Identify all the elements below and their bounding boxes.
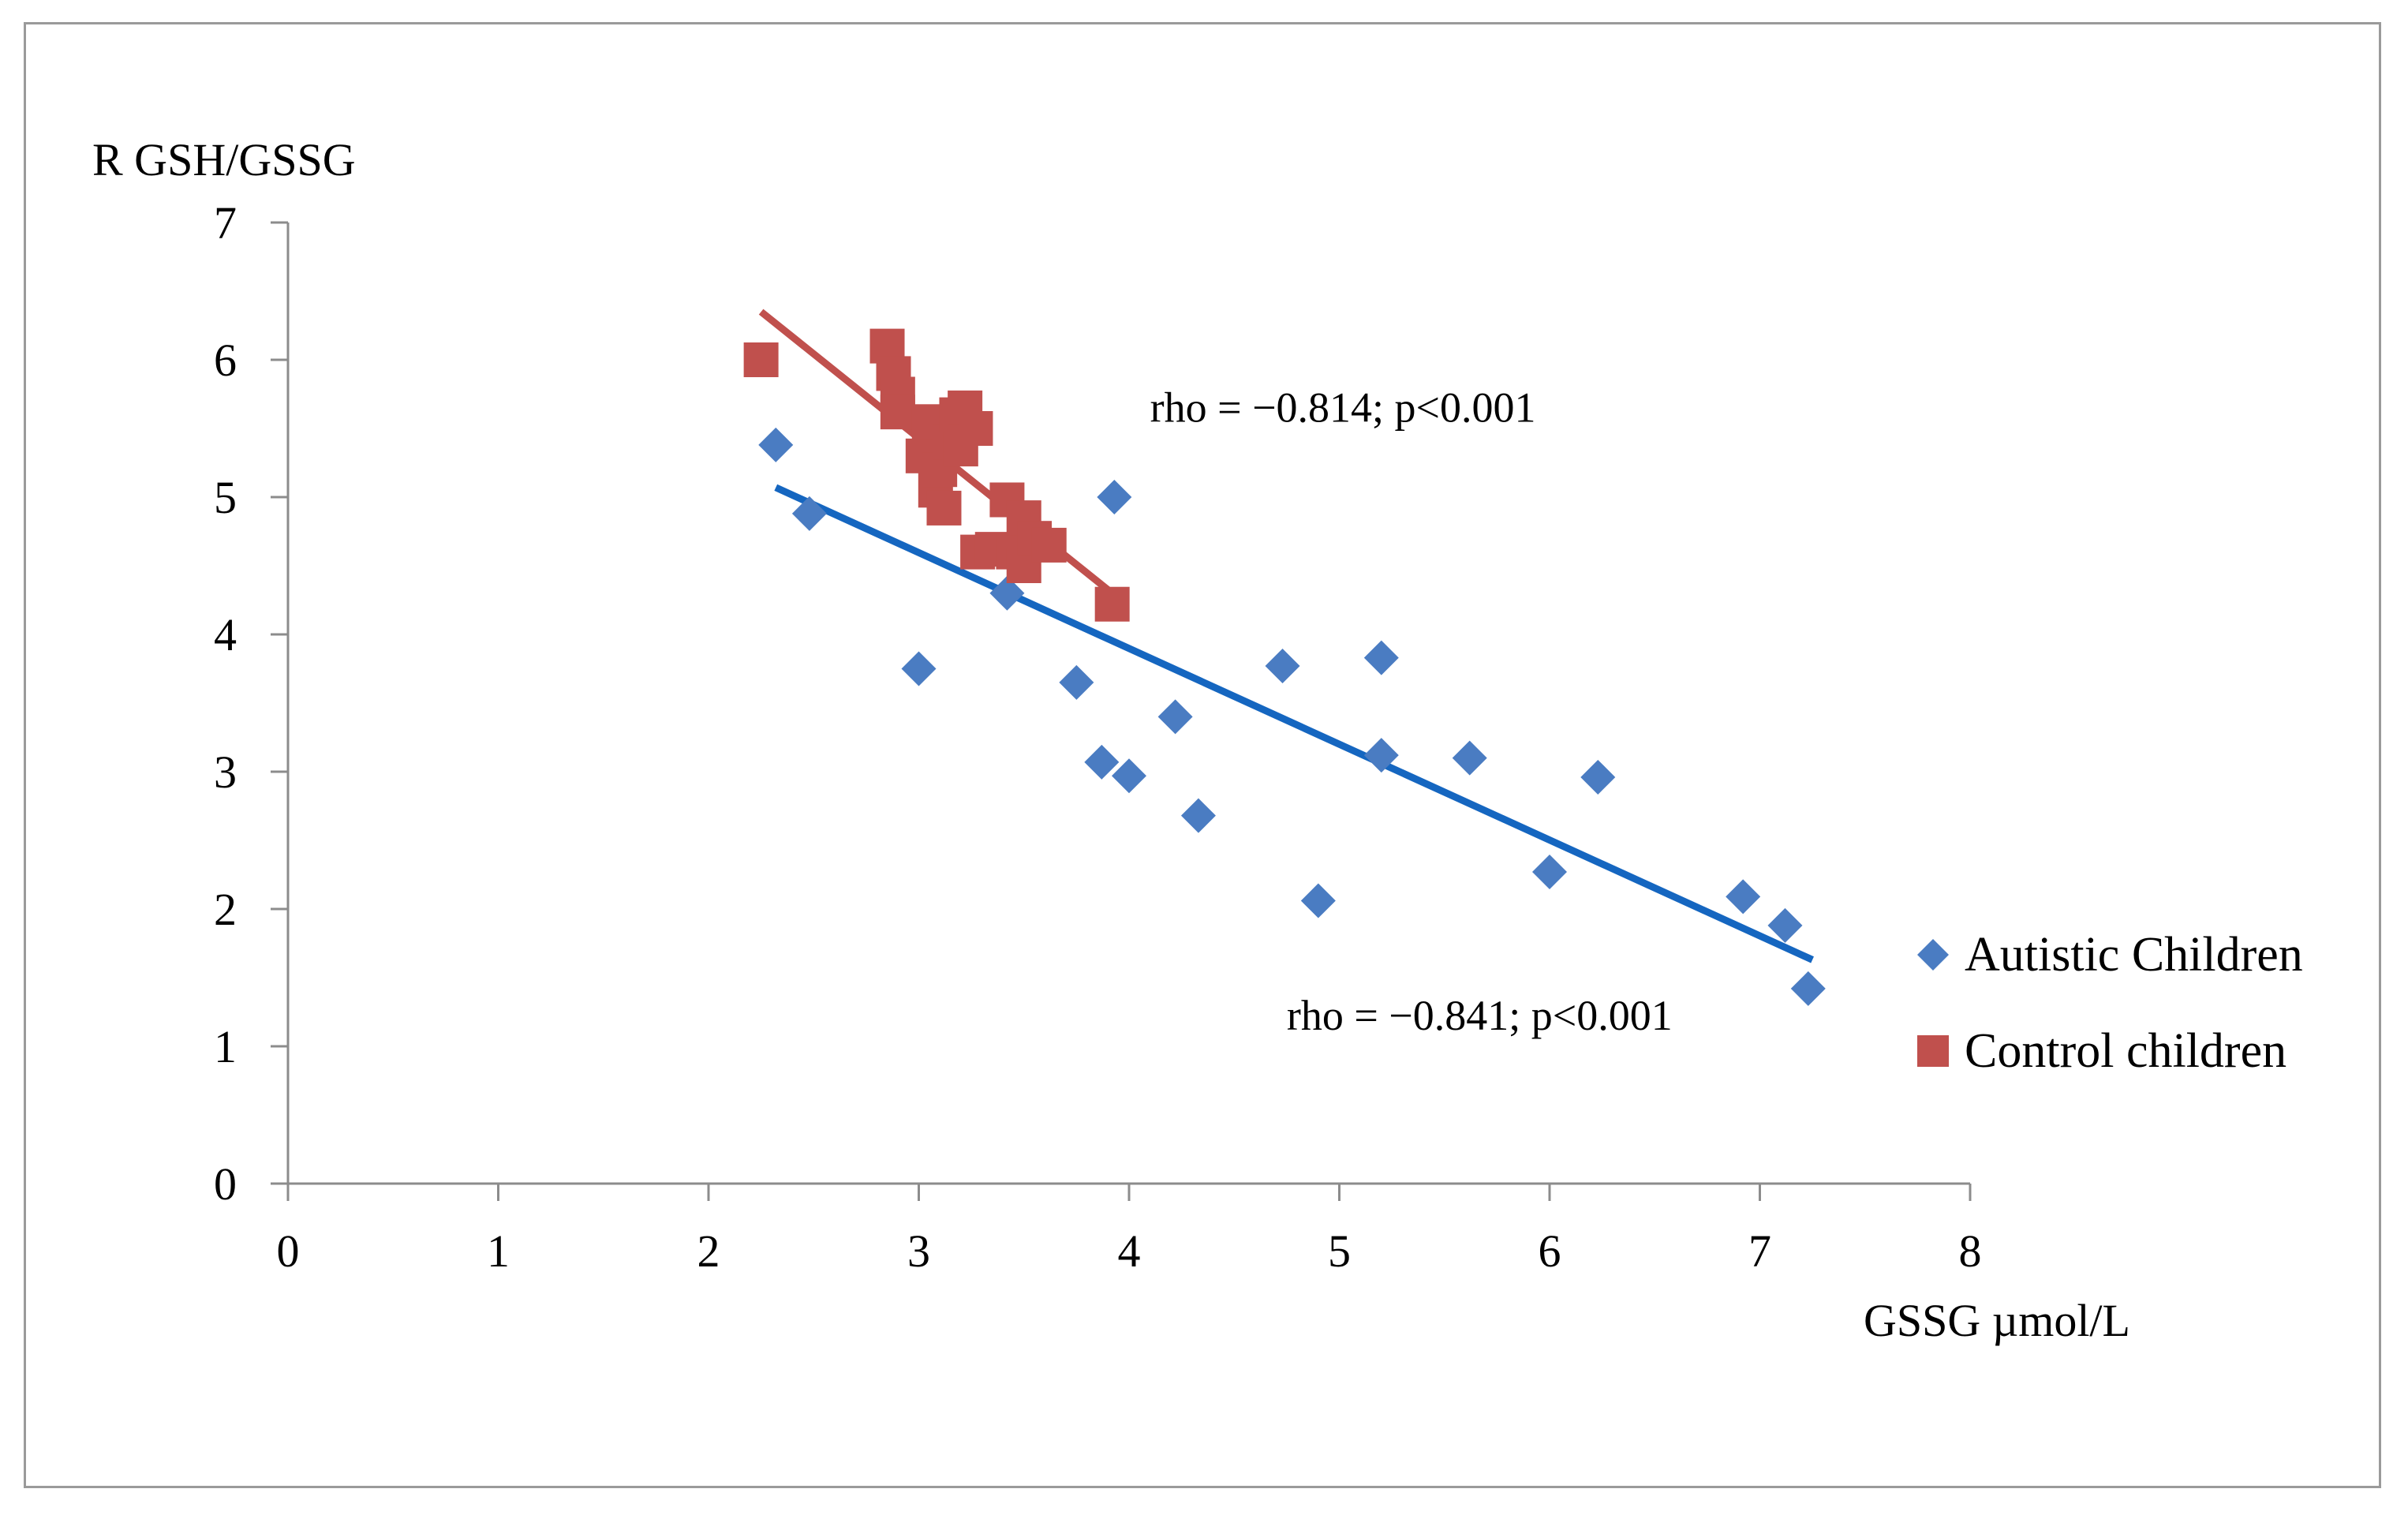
legend-marker-diamond	[1917, 939, 1949, 971]
point-autistic-children	[1767, 907, 1803, 943]
point-autistic-children	[1097, 480, 1132, 514]
y-axis-title: R GSH/GSSG	[92, 134, 356, 185]
annotation-control-correlation: rho = −0.814; p<0.001	[1150, 383, 1536, 431]
legend-item-autistic-children: Autistic Children	[1917, 928, 2303, 982]
x-tick-label: 4	[1118, 1225, 1141, 1277]
x-tick-label: 3	[907, 1225, 930, 1277]
x-tick-label: 0	[277, 1225, 300, 1277]
legend-marker-square	[1917, 1035, 1949, 1067]
point-control-children	[1094, 586, 1130, 622]
x-tick-label: 2	[697, 1225, 720, 1277]
point-autistic-children	[1790, 971, 1826, 1006]
point-control-children	[880, 395, 915, 430]
trend-line-autistic	[774, 484, 1814, 963]
point-autistic-children	[1726, 879, 1761, 915]
point-autistic-children	[1363, 738, 1399, 773]
point-autistic-children	[1157, 699, 1193, 735]
data-points	[743, 328, 1826, 1006]
point-autistic-children	[1532, 855, 1567, 890]
point-autistic-children	[901, 651, 937, 686]
x-tick-label: 6	[1539, 1225, 1561, 1277]
y-tick-label: 4	[214, 609, 237, 660]
point-autistic-children	[1059, 664, 1094, 700]
point-autistic-children	[1084, 744, 1120, 780]
annotation-autistic-correlation: rho = −0.841; p<0.001	[1287, 992, 1673, 1039]
point-autistic-children	[758, 427, 794, 462]
y-tick-label: 0	[214, 1158, 237, 1210]
point-autistic-children	[791, 496, 827, 531]
x-tick-label: 5	[1328, 1225, 1351, 1277]
point-autistic-children	[1580, 759, 1616, 795]
point-control-children	[743, 342, 779, 377]
legend-item-control-children: Control children	[1917, 1024, 2286, 1078]
point-autistic-children	[1300, 883, 1336, 918]
point-control-children	[926, 490, 962, 526]
y-tick-label: 7	[214, 197, 237, 249]
y-tick-label: 2	[214, 884, 237, 935]
x-axis-title: GSSG µmol/L	[1864, 1295, 2130, 1346]
y-tick-label: 5	[214, 472, 237, 523]
point-control-children	[1031, 527, 1067, 563]
figure-frame	[24, 22, 2381, 1488]
axes: 0 1 2 3 4 5 6 7 0 1 2 3 4 5 6 7 8	[214, 197, 1982, 1277]
point-control-children	[958, 411, 993, 446]
point-autistic-children	[989, 575, 1025, 611]
legend-label-control-children: Control children	[1965, 1024, 2286, 1078]
x-tick-label: 8	[1959, 1225, 1982, 1277]
point-autistic-children	[1452, 740, 1487, 776]
point-autistic-children	[1180, 798, 1216, 833]
x-tick-label: 1	[487, 1225, 510, 1277]
legend: Autistic Children Control children	[1917, 928, 2303, 1078]
point-autistic-children	[1265, 649, 1300, 684]
y-tick-label: 3	[214, 746, 237, 798]
chart-text: R GSH/GSSG GSSG µmol/L rho = −0.814; p<0…	[92, 134, 2130, 1346]
x-tick-label: 7	[1748, 1225, 1771, 1277]
y-tick-label: 6	[214, 335, 237, 386]
point-autistic-children	[1363, 640, 1399, 675]
point-autistic-children	[1112, 758, 1146, 794]
legend-label-autistic-children: Autistic Children	[1965, 928, 2303, 982]
y-tick-label: 1	[214, 1021, 237, 1072]
